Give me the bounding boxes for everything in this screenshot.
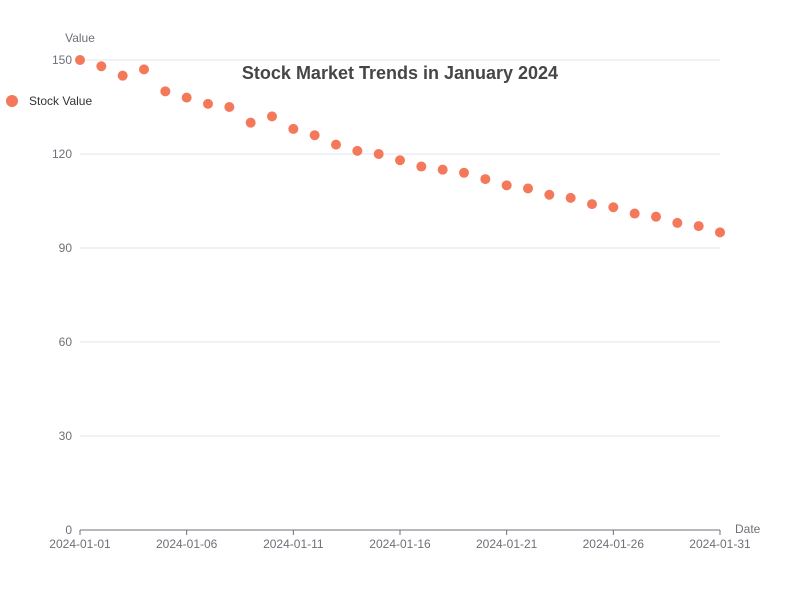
- data-point: [715, 227, 725, 238]
- data-point: [651, 211, 661, 222]
- x-tick-label: 2024-01-11: [263, 537, 324, 551]
- legend[interactable]: Stock Value: [6, 94, 92, 108]
- grid-lines: [80, 59, 720, 437]
- x-tick-label: 2024-01-21: [476, 537, 538, 551]
- data-point: [416, 161, 427, 172]
- legend-marker-icon[interactable]: [6, 95, 18, 107]
- data-point: [373, 149, 384, 159]
- y-tick-label: 150: [52, 53, 72, 67]
- data-point: [267, 111, 277, 122]
- data-point: [309, 130, 320, 141]
- data-point: [331, 139, 341, 150]
- data-point: [459, 167, 469, 178]
- data-point: [672, 217, 683, 228]
- data-point: [608, 202, 619, 213]
- data-point: [352, 145, 363, 156]
- data-point: [565, 192, 576, 203]
- x-tick-label: 2024-01-16: [369, 537, 431, 551]
- x-tick-label: 2024-01-31: [689, 537, 751, 551]
- data-point: [117, 70, 128, 81]
- data-point: [395, 155, 405, 166]
- x-tick-label: 2024-01-06: [156, 537, 218, 551]
- data-point: [544, 189, 555, 200]
- y-tick-label: 120: [52, 147, 72, 161]
- legend-label[interactable]: Stock Value: [29, 94, 92, 108]
- data-point: [203, 98, 213, 109]
- x-tick-label: 2024-01-26: [583, 537, 645, 551]
- chart-title: Stock Market Trends in January 2024: [242, 63, 558, 83]
- data-point: [288, 123, 299, 134]
- data-points: [75, 55, 725, 238]
- data-point: [480, 174, 491, 185]
- y-axis-name: Value: [65, 31, 95, 45]
- data-point: [224, 102, 235, 112]
- data-point: [501, 180, 512, 191]
- data-point: [245, 117, 256, 128]
- x-tick-label: 2024-01-01: [49, 537, 111, 551]
- data-point: [181, 92, 192, 103]
- data-point: [693, 221, 704, 232]
- axes: 0 30 60 90 120 150 2024-01-01 2024-01-06 2024-01…: [49, 53, 751, 551]
- y-tick-label: 0: [65, 523, 72, 537]
- x-axis-name: Date: [735, 522, 761, 536]
- y-tick-label: 60: [59, 335, 73, 349]
- data-point: [75, 55, 85, 65]
- data-point: [437, 164, 448, 175]
- data-point: [160, 86, 171, 97]
- data-point: [96, 61, 107, 72]
- data-point: [523, 183, 533, 194]
- y-tick-label: 90: [59, 241, 73, 255]
- y-tick-label: 30: [59, 429, 73, 443]
- data-point: [629, 208, 640, 219]
- data-point: [139, 64, 149, 75]
- data-point: [587, 199, 597, 210]
